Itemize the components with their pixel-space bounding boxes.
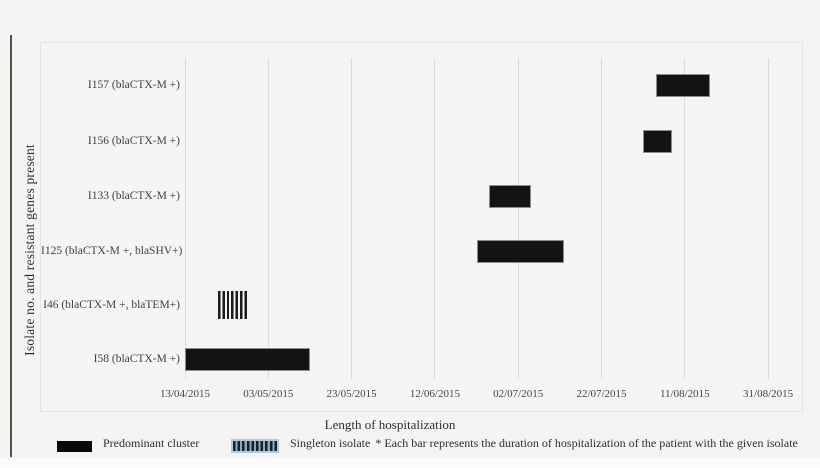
x-axis-tick-label: 02/07/2015 <box>493 388 544 400</box>
legend-swatch-singleton-isolate <box>231 439 279 453</box>
legend-singleton-text: Singleton isolate <box>290 436 371 450</box>
x-axis-tick-label: 03/05/2015 <box>243 388 294 400</box>
figure-footnote: * Each bar represents the duration of ho… <box>375 436 798 450</box>
gridline <box>517 58 519 379</box>
y-axis-title: Isolate no. and resistant genes present <box>22 144 37 356</box>
x-axis-tick-label: 22/07/2015 <box>576 388 627 400</box>
y-axis-label-i46: I46 (blaCTX-M +, blaTEM+) <box>43 299 180 311</box>
x-axis-tick-label: 11/08/2015 <box>659 388 710 400</box>
x-axis-title: Length of hospitalization <box>324 417 456 432</box>
figure-left-border <box>10 35 12 457</box>
gridline <box>267 58 269 379</box>
y-axis-label-i157: I157 (blaCTX-M +) <box>87 79 180 91</box>
y-axis-label-i58: I58 (blaCTX-M +) <box>93 353 180 365</box>
x-axis-tick-label: 31/08/2015 <box>743 388 794 400</box>
y-axis-label-i125: I125 (blaCTX-M +, blaSHV+) <box>41 245 183 257</box>
gridline <box>434 58 436 379</box>
y-axis-label-i156: I156 (blaCTX-M +) <box>87 135 180 147</box>
x-axis-tick-label: 23/05/2015 <box>326 388 377 400</box>
bar-predominant-i125 <box>476 239 564 263</box>
legend-label-predominant-cluster: Predominant cluster <box>103 436 200 450</box>
gridline <box>684 58 686 379</box>
legend-swatch-predominant-cluster <box>57 441 92 452</box>
x-axis-tick-label: 12/06/2015 <box>409 388 460 400</box>
plot-area: 13/04/2015 03/05/2015 23/05/2015 12/06/2015… <box>40 42 803 412</box>
x-axis-tick-label: 13/04/2015 <box>159 388 211 400</box>
bar-predominant-i156 <box>643 129 673 153</box>
legend-label-singleton-isolate: Singleton isolate * Each bar represents t… <box>290 436 798 451</box>
y-axis-label-i133: I133 (blaCTX-M +) <box>87 190 180 202</box>
gridline <box>184 58 186 379</box>
bar-predominant-i58 <box>185 347 310 371</box>
bottom-margin-strip <box>0 458 820 468</box>
gridline <box>767 58 769 379</box>
bar-predominant-i157 <box>655 73 710 97</box>
gridline <box>601 58 602 379</box>
bar-predominant-i133 <box>489 184 531 208</box>
bar-singleton-i46 <box>218 291 248 319</box>
gridline <box>351 58 353 379</box>
